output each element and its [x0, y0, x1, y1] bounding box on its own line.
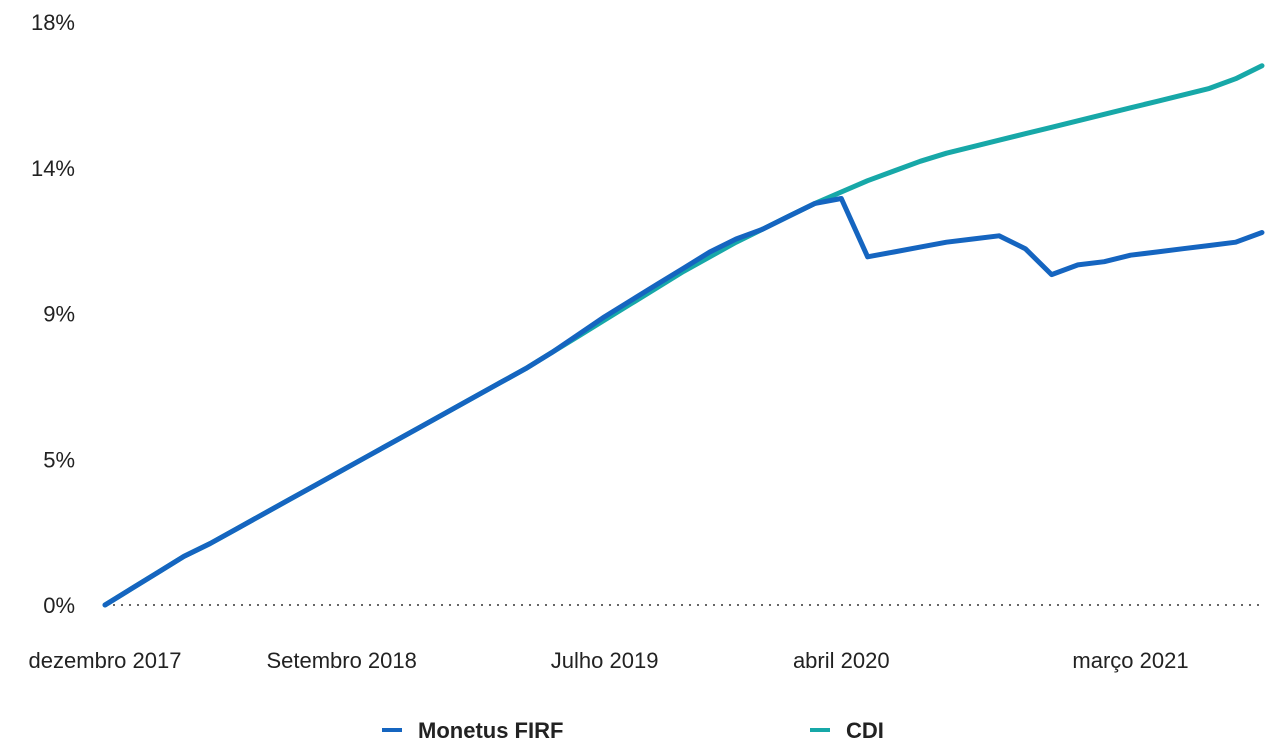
x-axis-ticks: dezembro 2017 Setembro 2018 Julho 2019 abri… [29, 648, 1189, 673]
x-tick-label: dezembro 2017 [29, 648, 182, 673]
legend-label: Monetus FIRF [418, 718, 563, 743]
series-lines [102, 63, 1265, 608]
y-tick-label: 0% [43, 593, 75, 618]
series-line-monetus-firf [102, 196, 1265, 608]
legend: Monetus FIRF CDI [382, 718, 884, 743]
x-tick-label: março 2021 [1072, 648, 1188, 673]
x-tick-label: abril 2020 [793, 648, 890, 673]
series-line-cdi [102, 63, 1265, 608]
y-tick-label: 14% [31, 156, 75, 181]
x-tick-label: Setembro 2018 [266, 648, 416, 673]
legend-label: CDI [846, 718, 884, 743]
x-tick-label: Julho 2019 [551, 648, 659, 673]
y-axis-ticks: 0% 5% 9% 14% 18% [31, 10, 75, 618]
y-tick-label: 9% [43, 302, 75, 327]
y-tick-label: 18% [31, 10, 75, 35]
y-tick-label: 5% [43, 447, 75, 472]
